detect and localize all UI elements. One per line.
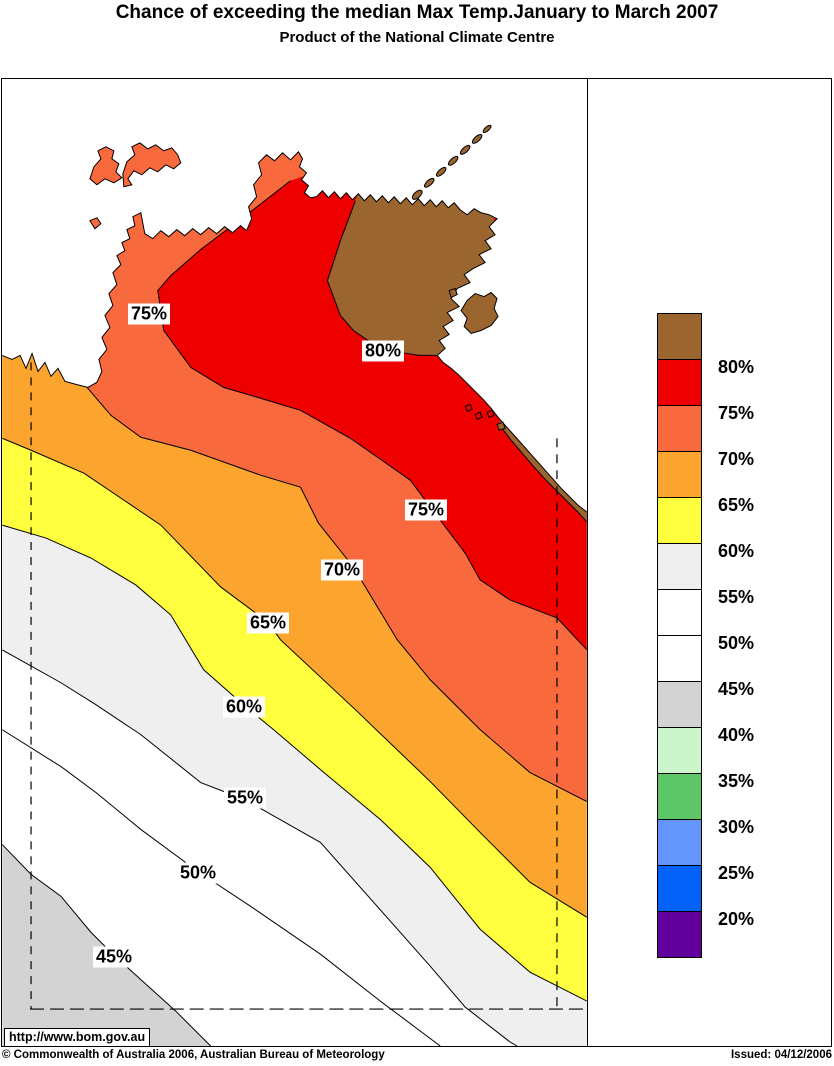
- contour-label-75pct-0: 75%: [127, 303, 171, 325]
- legend-label-50pct: 50%: [718, 633, 755, 653]
- contour-label-75pct-2: 75%: [404, 499, 448, 521]
- legend-label-30pct: 30%: [718, 817, 755, 837]
- footer-copyright: © Commonwealth of Australia 2006, Austra…: [2, 1049, 385, 1061]
- legend-swatch-45pct: [657, 635, 702, 682]
- contour-label-55pct-6: 55%: [223, 787, 267, 809]
- legend-panel: 80% 75% 70% 65% 60% 55% 50% 45% 40% 35% 30% 25% 20%: [588, 79, 831, 1046]
- page-title: Chance of exceeding the median Max Temp.…: [115, 2, 719, 23]
- bom-url-label: http://www.bom.gov.au: [4, 1028, 151, 1046]
- contour-80: [326, 200, 438, 356]
- contour-lines: [2, 180, 587, 1046]
- legend-label-70pct: 70%: [718, 449, 755, 469]
- legend-label-60pct: 60%: [718, 541, 755, 561]
- legend-label-20pct: 20%: [718, 909, 755, 929]
- contour-70: [86, 387, 587, 802]
- legend-swatch-60pct: [657, 497, 702, 544]
- melville-island: [122, 142, 182, 188]
- contour-80-coastal: [498, 423, 587, 523]
- legend-label-75pct: 75%: [718, 403, 755, 423]
- wessel-islands: [411, 124, 492, 200]
- contour-label-65pct-4: 65%: [246, 612, 290, 634]
- pellew-islands: [464, 403, 495, 420]
- map-panel: http://www.bom.gov.au 75% 80% 75% 70% 65% 60%…: [2, 79, 588, 1046]
- contour-45: [2, 844, 212, 1046]
- legend-swatch-80pct: [657, 313, 702, 360]
- contour-label-80pct-1: 80%: [361, 340, 405, 362]
- contour-label-70pct-3: 70%: [320, 559, 364, 581]
- bathurst-island: [89, 146, 123, 186]
- legend-label-40pct: 40%: [718, 725, 755, 745]
- page-subtitle: Product of the National Climate Centre: [279, 29, 555, 46]
- legend-label-55pct: 55%: [718, 587, 755, 607]
- contour-75: [157, 180, 587, 651]
- legend-swatch-lowest: [657, 911, 702, 958]
- contour-60: [2, 524, 587, 1002]
- legend-swatch-30pct: [657, 773, 702, 820]
- legend-swatch-35pct: [657, 727, 702, 774]
- legend-label-45pct: 45%: [718, 679, 755, 699]
- legend-swatch-55pct: [657, 543, 702, 590]
- peron-islands: [89, 217, 102, 230]
- legend-swatch-20pct: [657, 865, 702, 912]
- groote-eylandt: [460, 291, 499, 335]
- legend-swatch-75pct: [657, 359, 702, 406]
- contour-label-45pct-8: 45%: [92, 946, 136, 968]
- probability-map: [2, 79, 587, 1046]
- legend-label-65pct: 65%: [718, 495, 755, 515]
- legend-swatch-40pct: [657, 681, 702, 728]
- legend-swatch-70pct: [657, 405, 702, 452]
- coastline: [2, 151, 587, 513]
- maria-island: [496, 421, 506, 431]
- legend-swatch-25pct: [657, 819, 702, 866]
- legend-swatch-65pct: [657, 451, 702, 498]
- islands: [89, 124, 506, 431]
- bickerton-island: [448, 287, 458, 299]
- contour-label-60pct-5: 60%: [222, 696, 266, 718]
- chart-frame: http://www.bom.gov.au 75% 80% 75% 70% 65% 60%…: [1, 78, 832, 1047]
- state-borders: [30, 362, 587, 1010]
- footer-issued-date: Issued: 04/12/2006: [730, 1049, 832, 1061]
- legend-swatch-50pct: [657, 589, 702, 636]
- legend-label-25pct: 25%: [718, 863, 755, 883]
- legend-label-35pct: 35%: [718, 771, 755, 791]
- contour-label-50pct-7: 50%: [176, 862, 220, 884]
- legend-label-80pct: 80%: [718, 357, 755, 377]
